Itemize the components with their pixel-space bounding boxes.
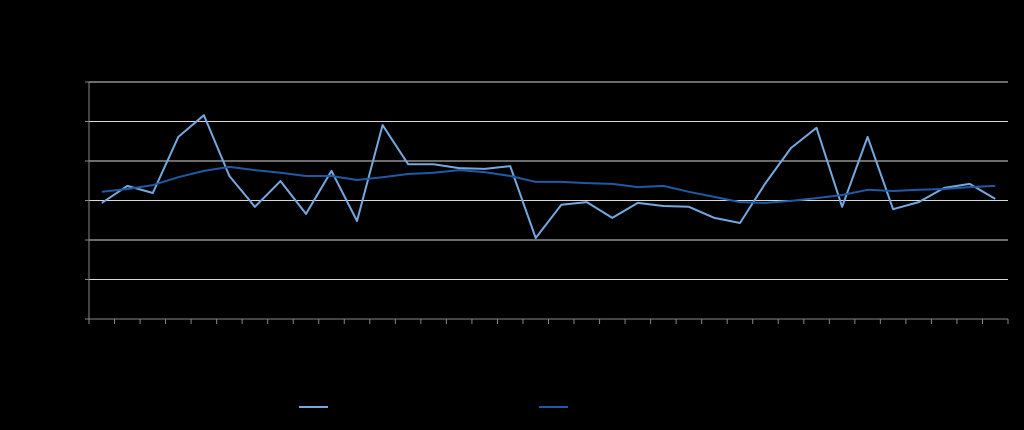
- series-line: [101, 165, 996, 204]
- series-line: [101, 114, 996, 239]
